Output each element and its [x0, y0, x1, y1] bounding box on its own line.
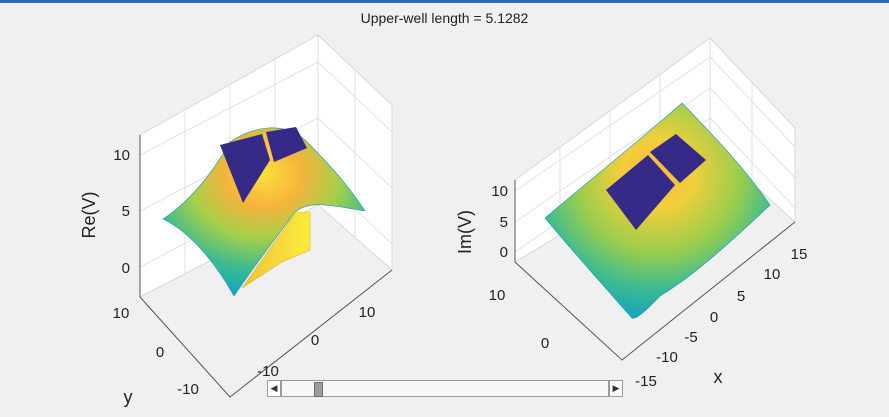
left-well-separator: [263, 132, 273, 162]
left-surface: [162, 127, 366, 297]
right-x-tick: 5: [737, 288, 745, 305]
left-x-tick: 0: [311, 332, 319, 349]
left-y-axis-label: y: [124, 387, 133, 407]
right-y-tick: 10: [489, 287, 506, 304]
right-z-tick: 10: [491, 183, 508, 200]
left-z-tick: 5: [122, 203, 130, 220]
right-x-tick: -10: [656, 349, 678, 366]
slider-track[interactable]: [281, 380, 609, 397]
left-z-tick: 0: [122, 260, 130, 277]
right-well-b: [650, 134, 706, 183]
left-floor-edges: [139, 269, 393, 398]
window-top-border: [0, 0, 889, 3]
right-y-tick: 0: [541, 335, 549, 352]
left-y-tick: 0: [156, 344, 164, 361]
left-x-tick: -10: [257, 363, 279, 380]
right-z-axis-label: Im(V): [455, 210, 475, 254]
right-x-tick: 0: [710, 309, 718, 326]
right-well-a: [606, 155, 675, 230]
right-surface: [544, 102, 771, 319]
left-well-a: [220, 134, 270, 203]
right-floor-edges: [514, 221, 796, 361]
slider-left-arrow-icon[interactable]: ◀: [267, 380, 281, 397]
left-y-tick: -10: [177, 381, 199, 398]
left-z-axis-label: Re(V): [79, 191, 99, 238]
left-well-b: [266, 127, 307, 162]
right-z-tick: 5: [500, 214, 508, 231]
right-x-tick: -15: [635, 373, 657, 390]
right-x-tick: -5: [684, 329, 697, 346]
left-axes: 10 5 0 Re(V) 10 0 -10 y -10 0 10: [79, 33, 393, 407]
slider-right-arrow-icon[interactable]: ▶: [609, 380, 623, 397]
figure-title: Upper-well length = 5.1282: [360, 10, 529, 26]
left-z-tick: 10: [113, 147, 130, 164]
right-z-tick: 0: [500, 244, 508, 261]
left-surface-wall: [241, 211, 311, 289]
right-well-separator: [648, 153, 679, 185]
right-x-tick: 15: [791, 246, 808, 263]
slider-thumb[interactable]: [314, 382, 323, 397]
parameter-slider[interactable]: ◀ ▶: [267, 380, 623, 397]
right-x-axis-label: x: [714, 367, 723, 387]
right-axes: 10 5 0 Im(V) 10 0 15 10 5 0 -5 -10 -15 x: [455, 36, 808, 390]
left-x-tick: 10: [359, 304, 376, 321]
right-x-tick: 10: [764, 266, 781, 283]
left-y-tick: 10: [113, 305, 130, 322]
